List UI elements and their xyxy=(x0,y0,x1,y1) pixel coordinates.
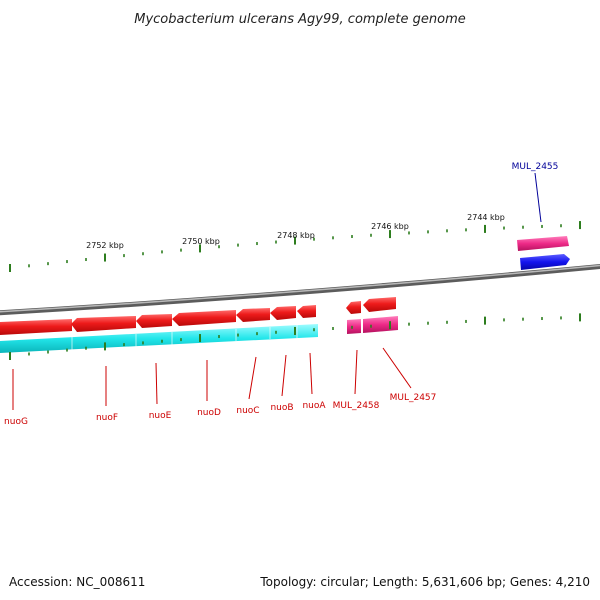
gene-nuoD[interactable] xyxy=(172,310,236,326)
gene-mul-2455-blue[interactable] xyxy=(520,254,570,270)
scale-label-2748: 2748 kbp xyxy=(277,231,315,240)
footer-topology: Topology: circular; Length: 5,631,606 bp… xyxy=(259,575,590,589)
gene-nuoG[interactable] xyxy=(0,319,72,335)
scale-label-2750: 2750 kbp xyxy=(182,237,220,246)
label-nuoE[interactable]: nuoE xyxy=(149,411,172,421)
gene-mul-2458-red[interactable] xyxy=(346,301,361,314)
genome-backbone-highlight xyxy=(0,264,600,313)
gene-nuoB[interactable] xyxy=(270,306,296,320)
genome-backbone xyxy=(0,263,600,316)
scale-labels: 2752 kbp 2750 kbp 2748 kbp 2746 kbp 2744… xyxy=(86,213,505,250)
label-mul-2457[interactable]: MUL_2457 xyxy=(390,393,437,403)
gene-labels: nuoG nuoF nuoE nuoD nuoC nuoB nuoA MUL_2… xyxy=(4,162,558,427)
nuo-operon-genes xyxy=(0,305,316,335)
lower-tick-row xyxy=(9,313,581,360)
footer-accession: Accession: NC_008611 xyxy=(9,575,145,589)
gene-nuoF[interactable] xyxy=(71,316,136,332)
gene-leader-lines xyxy=(12,347,412,410)
gene-mul-2457-pink[interactable] xyxy=(363,316,398,333)
label-nuoD[interactable]: nuoD xyxy=(197,408,221,418)
gene-mul-2457[interactable] xyxy=(363,297,398,333)
gene-mul-2455-pink[interactable] xyxy=(517,236,569,251)
label-nuoF[interactable]: nuoF xyxy=(96,413,118,423)
scale-label-2752: 2752 kbp xyxy=(86,241,124,250)
label-mul-2455[interactable]: MUL_2455 xyxy=(512,162,559,172)
gene-mul-2457-red[interactable] xyxy=(363,297,396,312)
label-nuoA[interactable]: nuoA xyxy=(302,401,326,411)
gene-mul-2455[interactable] xyxy=(517,236,570,270)
gene-mul-2458-pink[interactable] xyxy=(347,319,361,334)
scale-label-2746: 2746 kbp xyxy=(371,222,409,231)
map-title: Mycobacterium ulcerans Agy99, complete g… xyxy=(134,12,466,27)
label-nuoC[interactable]: nuoC xyxy=(236,406,259,416)
scale-label-2744: 2744 kbp xyxy=(467,213,505,222)
label-nuoG[interactable]: nuoG xyxy=(4,417,28,427)
reverse-strand-dividers xyxy=(71,325,298,350)
gene-nuoA[interactable] xyxy=(297,305,316,318)
label-nuoB[interactable]: nuoB xyxy=(270,403,293,413)
label-mul-2458[interactable]: MUL_2458 xyxy=(333,401,380,411)
gene-mul-2458[interactable] xyxy=(346,301,361,334)
gene-leader-mul-2455 xyxy=(534,172,542,223)
upper-tick-row xyxy=(9,221,581,272)
gene-nuoC[interactable] xyxy=(236,308,270,322)
reverse-strand-band xyxy=(0,324,318,353)
gene-nuoE[interactable] xyxy=(136,314,172,328)
